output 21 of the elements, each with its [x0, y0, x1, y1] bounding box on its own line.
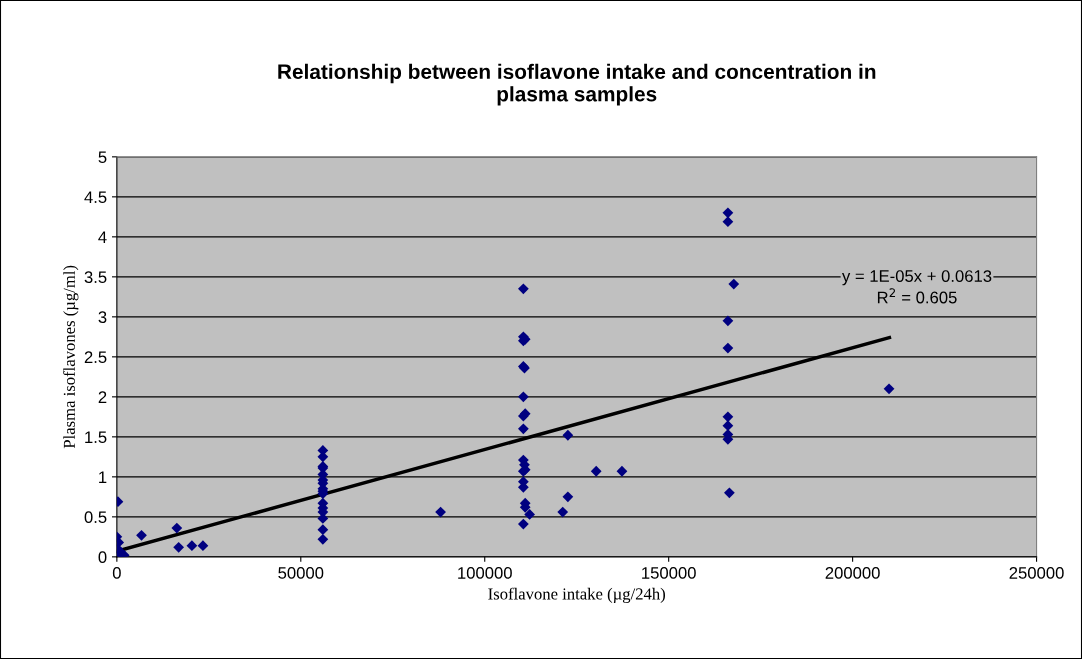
- x-tick-label: 0: [112, 567, 121, 579]
- y-tick-label: 2: [98, 391, 107, 403]
- x-tick-label: 100000: [458, 567, 512, 579]
- y-tick-label: 1.5: [85, 431, 107, 444]
- x-tick-label: 50000: [278, 567, 324, 579]
- y-tick-label: 5: [98, 151, 107, 164]
- y-tick-label: 4.5: [84, 191, 107, 204]
- y-tick-label: 0: [98, 551, 107, 564]
- x-tick-label: 150000: [642, 567, 696, 579]
- y-tick-label: 3: [98, 311, 107, 324]
- annotation: y = 1E-05x + 0.0613 R$^{2}$ = 0.605: [841, 270, 992, 304]
- y-tick-label: 3.5: [84, 271, 107, 284]
- x-tick-label: 200000: [825, 567, 880, 579]
- x-axis-title: Isoflavone intake (µg/24h): [488, 587, 666, 603]
- y-tick-label: 1: [99, 471, 107, 483]
- y-tick-label: 2.5: [84, 351, 107, 364]
- y-tick-label: 0.5: [84, 511, 107, 524]
- chart-title: Relationship between isoflavone intake and concentration in plasma samples: [278, 63, 876, 106]
- x-tick-label: 250000: [1009, 567, 1064, 579]
- y-tick-label: 4: [98, 231, 107, 243]
- y-axis-title: Plasma isoflavones (µg/ml): [63, 265, 79, 449]
